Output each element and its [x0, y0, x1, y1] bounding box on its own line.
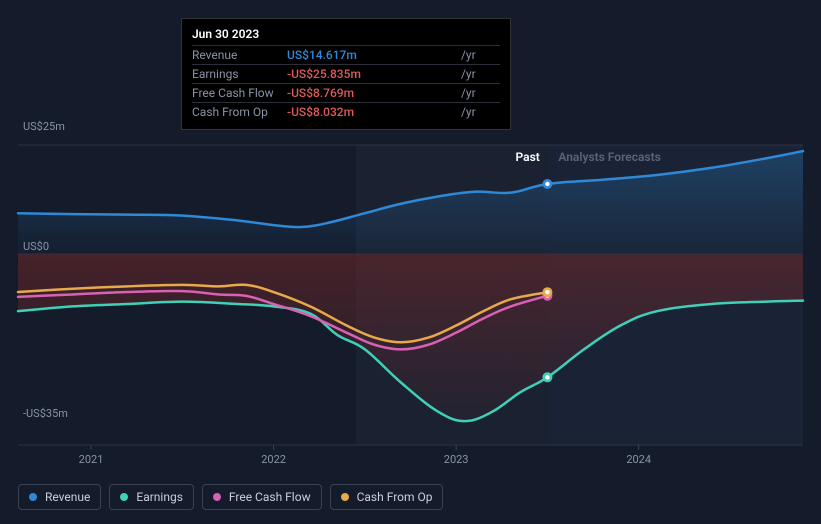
legend-dot-icon [120, 493, 128, 501]
legend-dot-icon [213, 493, 221, 501]
y-axis-label: US$0 [23, 240, 49, 253]
tooltip-row-unit: /yr [457, 65, 500, 84]
x-axis-label: 2023 [444, 453, 469, 466]
tooltip-row-label: Cash From Op [192, 103, 287, 122]
legend-item-cfo[interactable]: Cash From Op [330, 484, 444, 510]
legend-item-fcf[interactable]: Free Cash Flow [202, 484, 322, 510]
legend-item-earnings[interactable]: Earnings [109, 484, 194, 510]
tooltip-row-value: -US$8.032m [287, 103, 457, 122]
y-axis-label: US$25m [23, 120, 65, 133]
legend-dot-icon [341, 493, 349, 501]
tooltip-row-label: Revenue [192, 46, 287, 65]
legend-item-label: Earnings [136, 490, 183, 504]
y-axis-label: -US$35m [23, 407, 68, 420]
series-marker-inner-earnings [545, 375, 549, 379]
tooltip-row-unit: /yr [457, 46, 500, 65]
tooltip-row-label: Free Cash Flow [192, 84, 287, 103]
legend-item-label: Cash From Op [357, 490, 433, 504]
tooltip-row-unit: /yr [457, 103, 500, 122]
x-axis-label: 2022 [261, 453, 286, 466]
forecast-label: Analysts Forecasts [558, 150, 660, 164]
tooltip-date: Jun 30 2023 [192, 25, 500, 45]
tooltip-row-unit: /yr [457, 84, 500, 103]
past-label: Past [516, 150, 540, 164]
legend-item-label: Revenue [45, 490, 90, 504]
tooltip-row-label: Earnings [192, 65, 287, 84]
legend-dot-icon [29, 493, 37, 501]
tooltip-row-value: -US$25.835m [287, 65, 457, 84]
x-axis-label: 2021 [79, 453, 104, 466]
x-axis-label: 2024 [626, 453, 651, 466]
tooltip-row-value: US$14.617m [287, 46, 457, 65]
series-marker-inner-revenue [545, 182, 549, 186]
chart-tooltip: Jun 30 2023RevenueUS$14.617m/yr Earnings-… [181, 18, 511, 130]
series-marker-inner-cfo [545, 290, 549, 294]
chart-legend: Revenue Earnings Free Cash Flow Cash From O… [18, 484, 443, 510]
legend-item-label: Free Cash Flow [229, 490, 311, 504]
tooltip-row-value: -US$8.769m [287, 84, 457, 103]
legend-item-revenue[interactable]: Revenue [18, 484, 101, 510]
